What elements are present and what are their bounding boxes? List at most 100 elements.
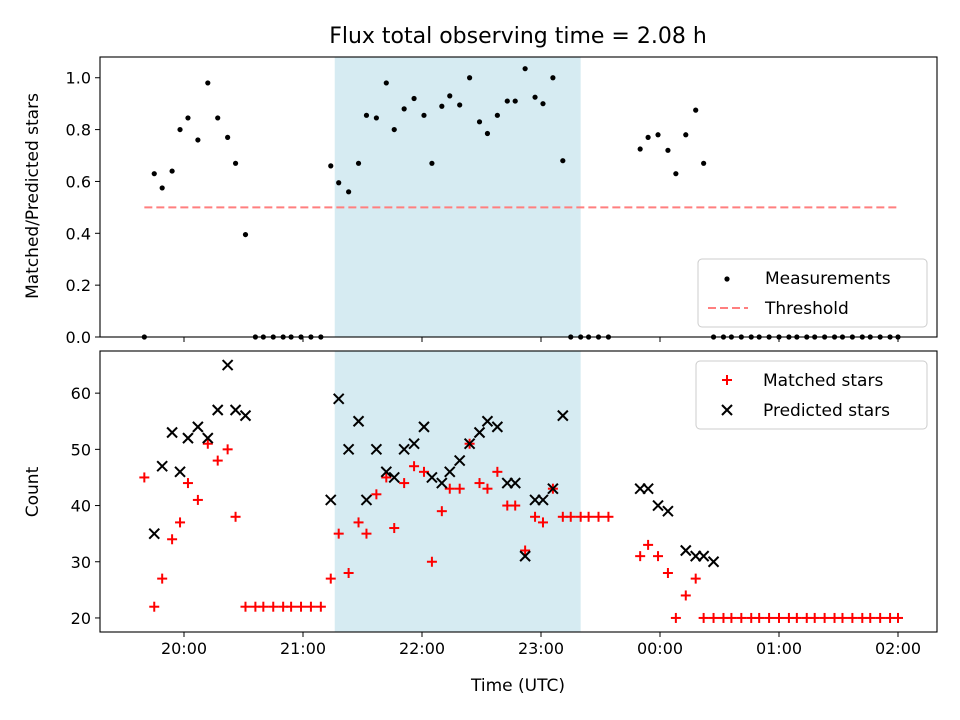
measurement-point bbox=[512, 98, 518, 104]
matched-point bbox=[537, 517, 548, 528]
matched-point bbox=[258, 601, 269, 612]
predicted-point-b bbox=[212, 404, 224, 416]
y-tick-label: 1.0 bbox=[66, 69, 91, 88]
predicted-point bbox=[360, 494, 373, 506]
predicted-point bbox=[509, 477, 521, 489]
predicted-point bbox=[436, 477, 448, 489]
bottom-panel: 20:00 21:00 22:00 23:00 00:00 01:00 02:00 20 30 4… bbox=[71, 350, 938, 658]
predicted-point-b bbox=[408, 438, 420, 450]
predicted-point bbox=[547, 482, 559, 495]
matched-point bbox=[175, 517, 186, 528]
predicted-point-b bbox=[156, 460, 168, 472]
x-tick-label: 22:00 bbox=[399, 639, 445, 658]
predicted-point bbox=[239, 409, 252, 422]
predicted-point-b bbox=[239, 409, 252, 422]
matched-point bbox=[222, 444, 233, 455]
measurement-point bbox=[373, 115, 379, 121]
measurement-point bbox=[484, 130, 491, 137]
measurement-point bbox=[336, 180, 342, 186]
top-panel: 0.0 0.2 0.4 0.6 0.8 1.0 Measurements Threshold bbox=[66, 56, 938, 347]
measurement-point bbox=[447, 93, 453, 99]
predicted-point bbox=[212, 404, 224, 416]
predicted-point bbox=[408, 438, 420, 450]
measurement-point bbox=[215, 115, 221, 121]
measurement-point bbox=[494, 112, 500, 118]
axes-frame bbox=[99, 56, 938, 338]
predicted-point-b bbox=[388, 471, 400, 484]
predicted-point-b bbox=[453, 454, 466, 467]
matched-point bbox=[192, 494, 203, 505]
x-tick-label: 01:00 bbox=[756, 639, 802, 658]
measurement-point bbox=[701, 160, 707, 166]
measurement-point bbox=[401, 106, 407, 112]
matched-point bbox=[893, 612, 903, 623]
predicted-point-b bbox=[182, 432, 194, 444]
predicted-point bbox=[156, 460, 168, 472]
matched-point bbox=[361, 528, 372, 539]
predicted-point bbox=[221, 359, 234, 371]
matched-point bbox=[565, 511, 576, 522]
predicted-point-b bbox=[436, 477, 448, 489]
y-tick-label: 0.6 bbox=[66, 172, 91, 191]
y-tick-label: 20 bbox=[71, 609, 91, 628]
matched-point bbox=[643, 539, 654, 550]
predicted-point bbox=[680, 544, 692, 557]
legend-predicted-label: Predicted stars bbox=[763, 401, 890, 421]
y-tick-label: 40 bbox=[71, 497, 91, 516]
predicted-point bbox=[388, 471, 400, 484]
predicted-point-b bbox=[557, 409, 569, 422]
matched-point bbox=[325, 573, 336, 584]
measurement-point bbox=[177, 126, 183, 133]
matched-point bbox=[268, 601, 279, 612]
matched-point bbox=[418, 466, 429, 477]
matched-point bbox=[399, 478, 410, 489]
y-tick-label: 0.2 bbox=[66, 276, 91, 295]
predicted-point bbox=[444, 466, 456, 478]
matched-point bbox=[230, 511, 241, 522]
x-axis-label: Time (UTC) bbox=[470, 676, 565, 696]
matched-point bbox=[819, 612, 830, 623]
predicted-point bbox=[370, 443, 383, 456]
matched-point bbox=[492, 466, 503, 477]
predicted-point-b bbox=[398, 443, 410, 456]
predicted-point-b bbox=[229, 404, 242, 416]
legend-measurement-marker bbox=[724, 276, 730, 282]
x-tick-label: 21:00 bbox=[280, 639, 326, 658]
matched-point bbox=[202, 438, 213, 449]
matched-point bbox=[149, 601, 160, 612]
predicted-point bbox=[418, 421, 430, 433]
matched-point bbox=[764, 612, 775, 623]
predicted-point-b bbox=[202, 432, 214, 444]
predicted-point bbox=[721, 404, 733, 416]
predicted-point bbox=[707, 556, 720, 568]
highlight-span bbox=[334, 57, 581, 337]
predicted-point-b bbox=[332, 393, 345, 405]
matched-point bbox=[809, 612, 820, 623]
predicted-point-b bbox=[370, 443, 383, 456]
predicted-point-b bbox=[342, 443, 355, 456]
predicted-point-b bbox=[662, 505, 674, 517]
matched-point bbox=[510, 500, 521, 511]
top-legend: Measurements Threshold bbox=[697, 258, 928, 328]
predicted-point-b bbox=[444, 466, 456, 478]
matched-point bbox=[698, 612, 709, 623]
predicted-point bbox=[332, 393, 345, 405]
x-tick-label: 02:00 bbox=[875, 639, 921, 658]
predicted-point bbox=[652, 499, 664, 512]
predicted-point bbox=[380, 466, 393, 478]
legend-measurements-label: Measurements bbox=[765, 269, 891, 289]
matched-point bbox=[482, 483, 493, 494]
matched-point bbox=[167, 534, 178, 545]
measurement-point bbox=[421, 112, 427, 118]
matched-point bbox=[139, 472, 150, 483]
matched-point bbox=[454, 483, 465, 494]
predicted-point bbox=[557, 409, 569, 422]
legend-threshold-label: Threshold bbox=[764, 299, 849, 319]
top-y-axis-label: Matched/Predicted stars bbox=[23, 93, 43, 299]
y-tick-label: 0.8 bbox=[66, 121, 91, 140]
matched-point bbox=[212, 455, 223, 466]
predicted-point bbox=[463, 438, 476, 450]
matched-point bbox=[381, 472, 392, 483]
predicted-point bbox=[174, 466, 186, 478]
